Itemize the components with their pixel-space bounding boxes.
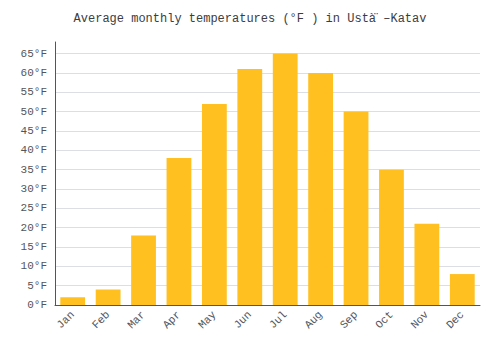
svg-text:Oct: Oct — [373, 309, 395, 331]
svg-text:10°F: 10°F — [21, 260, 47, 272]
svg-text:Mar: Mar — [125, 309, 147, 331]
svg-text:Feb: Feb — [90, 309, 112, 331]
svg-text:60°F: 60°F — [21, 67, 47, 79]
svg-text:25°F: 25°F — [21, 202, 47, 214]
svg-text:Dec: Dec — [444, 309, 466, 331]
svg-text:20°F: 20°F — [21, 222, 47, 234]
svg-text:Apr: Apr — [161, 309, 183, 331]
svg-text:30°F: 30°F — [21, 183, 47, 195]
svg-text:Aug: Aug — [302, 309, 324, 331]
svg-text:0°F: 0°F — [27, 299, 47, 311]
svg-text:May: May — [196, 308, 219, 331]
svg-text:40°F: 40°F — [21, 144, 47, 156]
svg-text:Average monthly temperatures (: Average monthly temperatures (°F ) in Us… — [74, 12, 427, 26]
svg-text:Sep: Sep — [338, 309, 360, 331]
svg-text:Jun: Jun — [232, 309, 254, 331]
svg-text:15°F: 15°F — [21, 241, 47, 253]
svg-text:5°F: 5°F — [27, 280, 47, 292]
svg-text:65°F: 65°F — [21, 48, 47, 60]
svg-text:Nov: Nov — [409, 308, 432, 331]
svg-text:55°F: 55°F — [21, 86, 47, 98]
svg-text:Jul: Jul — [267, 309, 289, 331]
svg-text:35°F: 35°F — [21, 164, 47, 176]
svg-text:50°F: 50°F — [21, 106, 47, 118]
svg-text:Jan: Jan — [54, 309, 76, 331]
svg-text:45°F: 45°F — [21, 125, 47, 137]
